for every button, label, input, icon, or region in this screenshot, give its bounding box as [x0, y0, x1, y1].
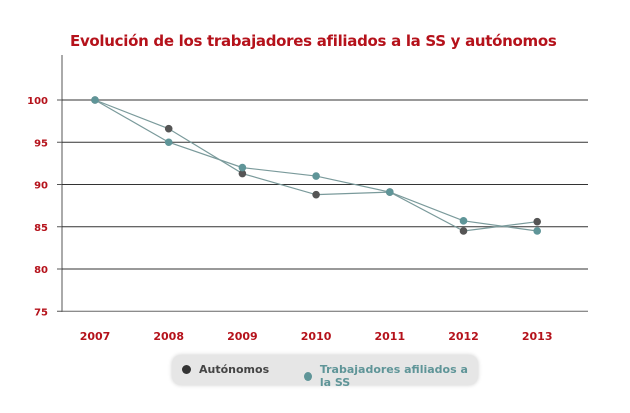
x-tick-label: 2011	[374, 330, 405, 343]
data-point	[312, 190, 320, 199]
x-tick-label: 2013	[522, 330, 553, 343]
x-tick-label: 2012	[448, 330, 479, 343]
data-point	[238, 169, 247, 178]
legend-marker	[182, 365, 191, 374]
x-tick-label: 2010	[301, 330, 332, 343]
legend-marker	[304, 371, 312, 381]
data-point	[533, 227, 541, 235]
legend: Autónomos Trabajadores afiliados a la SS	[172, 355, 478, 389]
y-tick-label: 85	[34, 223, 48, 234]
data-point	[164, 138, 173, 147]
data-point	[238, 163, 247, 172]
data-point	[459, 217, 468, 225]
legend-item-trabajadores: Trabajadores afiliados a la SS	[304, 363, 478, 389]
x-tick-label: 2009	[227, 330, 258, 343]
y-tick-label: 100	[27, 96, 48, 107]
data-point	[91, 96, 99, 104]
y-tick-label: 80	[34, 265, 48, 276]
data-point	[312, 172, 320, 180]
chart-title: Evolución de los trabajadores afiliados …	[70, 32, 557, 50]
y-tick-label: 90	[34, 181, 48, 192]
x-tick-label: 2007	[80, 330, 111, 343]
data-point	[164, 124, 173, 133]
series-line-trabajadores	[94, 99, 538, 232]
y-tick-label: 75	[34, 307, 48, 318]
y-tick-label: 95	[34, 138, 48, 149]
legend-item-autonomos: Autónomos	[182, 363, 269, 376]
data-point	[386, 188, 394, 196]
data-point	[533, 217, 541, 226]
x-tick-label: 2008	[153, 330, 184, 343]
legend-label: Trabajadores afiliados a la SS	[319, 363, 468, 389]
data-point	[459, 227, 468, 235]
series-line-autonomos	[94, 99, 538, 232]
legend-label: Autónomos	[199, 363, 270, 376]
